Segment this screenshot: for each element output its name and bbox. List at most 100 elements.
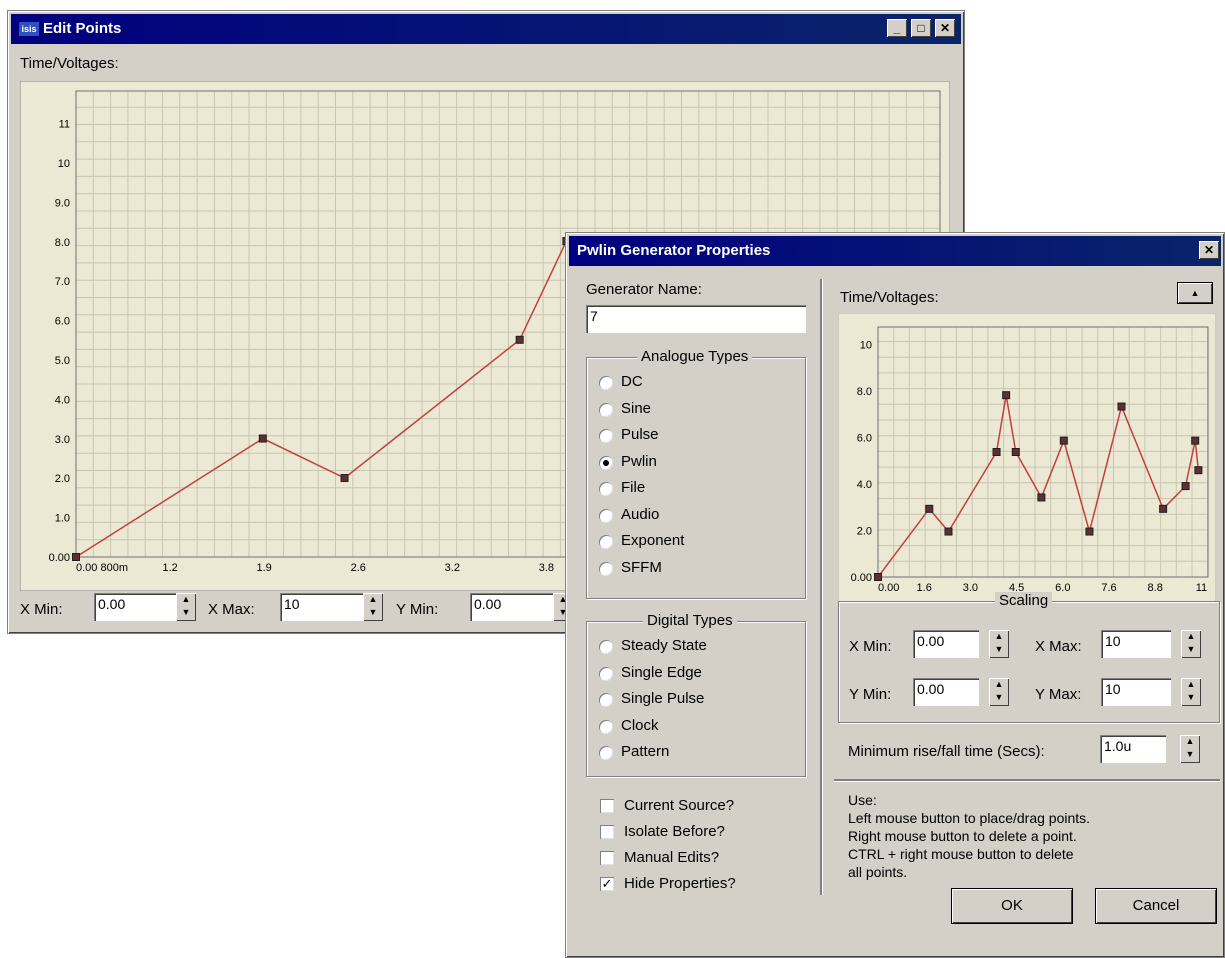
scaling-xmin-spinner[interactable]: ▲ ▼ [989,630,1009,658]
min-rise-input[interactable]: 1.0u [1100,735,1166,763]
digital-types-title: Digital Types [643,612,737,629]
xmin-label: X Min: [20,601,63,618]
properties-chart[interactable]: 0.00 2.0 4.0 6.0 8.0 10 0.00 1.6 3.0 4.5 6.0 7.6 8.… [838,313,1216,603]
analogue-type-radio-label[interactable]: Exponent [621,532,685,549]
digital-type-radio-label[interactable]: Single Edge [621,663,702,681]
digital-type-radio[interactable] [599,666,613,681]
option-checkbox-label[interactable]: Manual Edits? [624,849,720,866]
analogue-type-radio-label[interactable]: File [621,479,646,496]
analogue-type-radio[interactable] [599,376,613,390]
y-tick-label: 10 [58,158,70,170]
x-tick-label: 0.00 [878,582,899,594]
option-checkbox[interactable] [600,825,614,839]
analogue-type-radio-label[interactable]: Sine [621,399,652,417]
scaling-ymax-input[interactable]: 10 [1101,678,1171,706]
chart-label: Time/Voltages: [20,55,119,72]
analogue-type-radio[interactable] [599,508,613,523]
xmin-spinner[interactable]: ▲ ▼ [176,593,196,621]
data-point[interactable] [340,474,349,483]
digital-type-radio-label[interactable]: Pattern [621,743,670,760]
usage-line: Use: [848,792,877,808]
data-point[interactable] [992,448,1001,456]
xmax-input[interactable]: 10 [280,593,366,621]
y-tick-label: 2.0 [55,473,70,485]
edit-points-titlebar[interactable]: isis Edit Points _ □ ✕ [11,14,961,44]
collapse-button[interactable]: ▲ [1178,283,1212,303]
usage-line: all points. [848,864,908,880]
digital-type-radio[interactable] [599,693,613,707]
y-tick-label: 7.0 [55,276,70,288]
x-tick-label: 11 [1196,582,1207,594]
y-tick-label: 10 [860,340,872,352]
data-point[interactable] [1159,504,1168,513]
x-tick-label: 6.0 [1055,582,1070,594]
digital-type-radio-label[interactable]: Single Pulse [621,690,705,707]
y-tick-label: 1.0 [55,513,70,525]
data-point[interactable] [1191,436,1200,445]
data-point[interactable] [1194,466,1203,475]
analogue-type-radio-label[interactable]: Pwlin [621,452,657,470]
option-checkbox-label[interactable]: Isolate Before? [624,823,725,840]
properties-titlebar[interactable]: Pwlin Generator Properties ✕ [569,236,1221,266]
data-point[interactable] [1037,493,1046,502]
data-point[interactable] [258,434,267,443]
scaling-ymin-spinner[interactable]: ▲ ▼ [989,678,1009,706]
analogue-type-radio[interactable] [599,455,613,470]
option-checkbox-label[interactable]: Current Source? [624,797,735,814]
analogue-type-radio-label[interactable]: Pulse [621,426,659,443]
digital-type-radio[interactable] [599,640,613,654]
scaling-xmax-input[interactable]: 10 [1101,630,1171,658]
xmin-input[interactable]: 0.00 [94,593,180,621]
scaling-ymin-input[interactable]: 0.00 [913,678,979,706]
analogue-type-radio-label[interactable]: DC [621,373,643,390]
analogue-type-radio[interactable] [599,535,613,549]
ymin-input[interactable]: 0.00 [470,593,556,621]
maximize-icon[interactable]: □ [911,19,931,37]
analogue-type-radio-label[interactable]: Audio [621,505,660,523]
digital-type-radio[interactable] [599,746,613,760]
close-icon[interactable]: ✕ [1199,241,1219,259]
scaling-ymax-spinner[interactable]: ▲ ▼ [1181,678,1201,706]
option-checkbox[interactable] [600,799,614,813]
cancel-button[interactable]: Cancel [1096,889,1216,923]
column-divider [820,279,822,895]
data-point[interactable] [72,553,80,561]
data-point[interactable] [874,573,882,581]
analogue-type-radio[interactable] [599,482,613,496]
scaling-ymin-label: Y Min: [849,686,892,703]
digital-type-radio[interactable] [599,719,613,734]
ok-button[interactable]: OK [952,889,1072,923]
scaling-title: Scaling [995,592,1053,609]
minimize-icon[interactable]: _ [887,19,907,37]
xmax-spinner[interactable]: ▲ ▼ [363,593,383,621]
data-point[interactable] [1181,482,1190,491]
digital-type-radio-label[interactable]: Steady State [621,637,707,654]
data-point[interactable] [925,504,934,513]
data-point[interactable] [1002,391,1011,400]
data-point[interactable] [944,527,953,536]
scaling-xmin-label: X Min: [849,638,892,655]
option-checkbox-label[interactable]: Hide Properties? [624,875,736,892]
generator-name-input[interactable]: 7 [586,305,806,333]
data-point[interactable] [515,335,524,344]
x-tick-label: 0.00 800m [76,562,128,574]
option-checkbox[interactable]: ✓ [600,876,614,891]
data-point[interactable] [1085,527,1094,536]
analogue-type-radio[interactable] [599,402,613,417]
scaling-ymax-label: Y Max: [1035,686,1082,703]
analogue-type-radio[interactable] [599,429,613,443]
app-icon: isis [19,22,39,37]
data-point[interactable] [1011,448,1020,456]
analogue-type-radio-label[interactable]: SFFM [621,558,662,576]
option-checkbox[interactable] [600,851,614,865]
digital-type-radio-label[interactable]: Clock [621,716,659,734]
analogue-type-radio[interactable] [599,561,613,576]
min-rise-spinner[interactable]: ▲ ▼ [1180,735,1200,763]
y-tick-label: 2.0 [857,526,872,538]
scaling-xmax-spinner[interactable]: ▲ ▼ [1181,630,1201,658]
data-point[interactable] [1059,436,1068,445]
close-icon[interactable]: ✕ [935,19,955,37]
data-point[interactable] [1117,402,1126,411]
scaling-xmin-input[interactable]: 0.00 [913,630,979,658]
x-tick-label: 1.9 [257,562,272,574]
